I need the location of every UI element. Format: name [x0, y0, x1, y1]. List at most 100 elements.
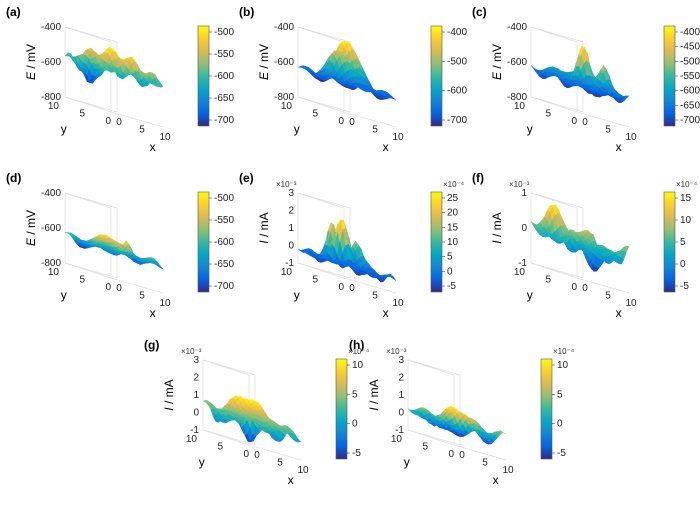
x-tick-label: 0 [116, 117, 122, 128]
panel-label: (g) [144, 338, 159, 352]
z-axis: 3 2 1 0 -1 ×10⁻³ I / mA [257, 180, 297, 269]
y-tick-label: 5 [79, 275, 85, 286]
colorbar-tick-label: -650 [214, 259, 234, 270]
x-tick-label: 10 [159, 298, 171, 309]
panel-label: (h) [349, 338, 364, 352]
y-tick-label: 10 [281, 101, 293, 112]
z-tick-label: 1 [288, 223, 294, 234]
colorbar-tick-label: 20 [447, 208, 459, 219]
x-axis-label: x [150, 140, 156, 154]
y-axis: 0 5 10y [281, 101, 345, 136]
panel-label: (a) [6, 5, 21, 19]
x-tick-label: 5 [372, 125, 378, 136]
colorbar-tick-label: 0 [352, 419, 358, 430]
panel-label: (e) [239, 171, 254, 185]
y-axis-label: y [527, 122, 533, 136]
x-axis-label: x [150, 306, 156, 320]
panel-f: 1 0 -1 ×10⁻³ I / mA 0 5 10 x 0 5 10 y (f) 15 10 5 0 -5 ×10⁻… [468, 168, 698, 333]
colorbar-tick-label: -650 [214, 93, 234, 104]
colorbar-tick-label: -600 [680, 86, 700, 97]
colorbar-gradient [430, 191, 443, 293]
colorbar-tick-label: 0 [680, 259, 686, 270]
z-axis-label: E / mV [257, 44, 271, 80]
y-axis-label: y [527, 288, 533, 302]
x-axis: 0 5 10x [459, 450, 514, 487]
y-axis-label: y [61, 288, 67, 302]
colorbar-tick-label: -600 [214, 237, 234, 248]
x-tick-label: 10 [502, 465, 514, 476]
colorbar-tick-label: -500 [447, 56, 467, 67]
colorbar-tick-label: 10 [352, 360, 364, 371]
colorbar: -400 -450 -500 -550 -600 -650 -700 [663, 25, 700, 127]
colorbar-tick-label: -400 [447, 27, 467, 38]
surface-mesh [297, 219, 397, 283]
y-tick-label: 10 [48, 267, 60, 278]
grid-lines [64, 26, 164, 128]
x-tick-label: 0 [459, 450, 465, 461]
colorbar-tick-label: -450 [680, 42, 700, 53]
x-tick-label: 0 [254, 450, 260, 461]
x-tick-label: 5 [277, 458, 283, 469]
z-tick-label: 0 [521, 223, 527, 234]
panel-a: -400 -600 -800 E / mV 0 5 10 x 0 5 10 y (a) -500 -550-… [2, 2, 234, 167]
y-tick-label: 0 [338, 116, 344, 127]
y-tick-label: 10 [281, 267, 293, 278]
surface-mesh [297, 40, 397, 101]
colorbar: 10 5 0 -5 ×10⁻⁴ [540, 347, 575, 460]
z-tick-label: 1 [398, 390, 404, 401]
y-tick-label: 0 [448, 449, 454, 460]
y-tick-label: 0 [338, 282, 344, 293]
grid-lines [530, 192, 630, 294]
x-axis: 0 5 10x [254, 450, 309, 487]
x-tick-label: 10 [392, 298, 404, 309]
surface-mesh [530, 45, 630, 103]
z-tick-label: 2 [398, 373, 404, 384]
x-axis-label: x [383, 140, 389, 154]
colorbar-tick-label: -550 [214, 49, 234, 60]
surface-mesh [64, 46, 164, 88]
y-tick-label: 5 [217, 442, 223, 453]
panel-label: (b) [239, 5, 254, 19]
y-tick-label: 5 [422, 442, 428, 453]
panel-label: (d) [6, 171, 21, 185]
z-axis: -400 -600 -800 E / mV [24, 188, 61, 269]
z-tick-label: -800 [507, 92, 527, 103]
colorbar: 25 20 15 10 5 0 -5 ×10⁻⁴ [430, 180, 465, 293]
x-axis-label: x [383, 306, 389, 320]
colorbar-gradient [663, 191, 676, 293]
x-tick-label: 0 [349, 117, 355, 128]
y-tick-label: 10 [48, 101, 60, 112]
z-tick-label: -400 [507, 22, 527, 33]
z-tick-label: 0 [398, 408, 404, 419]
x-tick-label: 10 [159, 132, 171, 143]
z-tick-label: -800 [41, 92, 61, 103]
x-axis-label: x [616, 306, 622, 320]
colorbar-tick-label: 5 [447, 252, 453, 263]
z-tick-label: 0 [193, 408, 199, 419]
surface-mesh [530, 204, 630, 272]
y-tick-label: 0 [243, 449, 249, 460]
colorbar: 15 10 5 0 -5 ×10⁻⁴ [663, 180, 698, 293]
y-axis: 0 5 10y [48, 101, 112, 136]
z-tick-label: -1 [285, 258, 294, 269]
colorbar-tick-label: -5 [352, 448, 361, 459]
y-tick-label: 10 [186, 434, 198, 445]
colorbar-tick-label: 10 [447, 237, 459, 248]
colorbar-gradient [540, 358, 553, 460]
colorbar-exponent-label: ×10⁻⁴ [553, 347, 575, 356]
colorbar-tick-label: 0 [557, 419, 563, 430]
colorbar-gradient [197, 191, 210, 293]
colorbar-exponent-label: ×10⁻⁴ [348, 347, 370, 356]
y-tick-label: 5 [545, 275, 551, 286]
colorbar-tick-label: -500 [214, 193, 234, 204]
z-tick-label: 2 [288, 206, 294, 217]
colorbar-tick-label: 5 [680, 237, 686, 248]
z-tick-label: -400 [41, 22, 61, 33]
y-axis: 0 5 10y [48, 267, 112, 302]
colorbar-tick-label: -600 [214, 71, 234, 82]
y-tick-label: 0 [571, 116, 577, 127]
z-axis-label: E / mV [490, 44, 504, 80]
